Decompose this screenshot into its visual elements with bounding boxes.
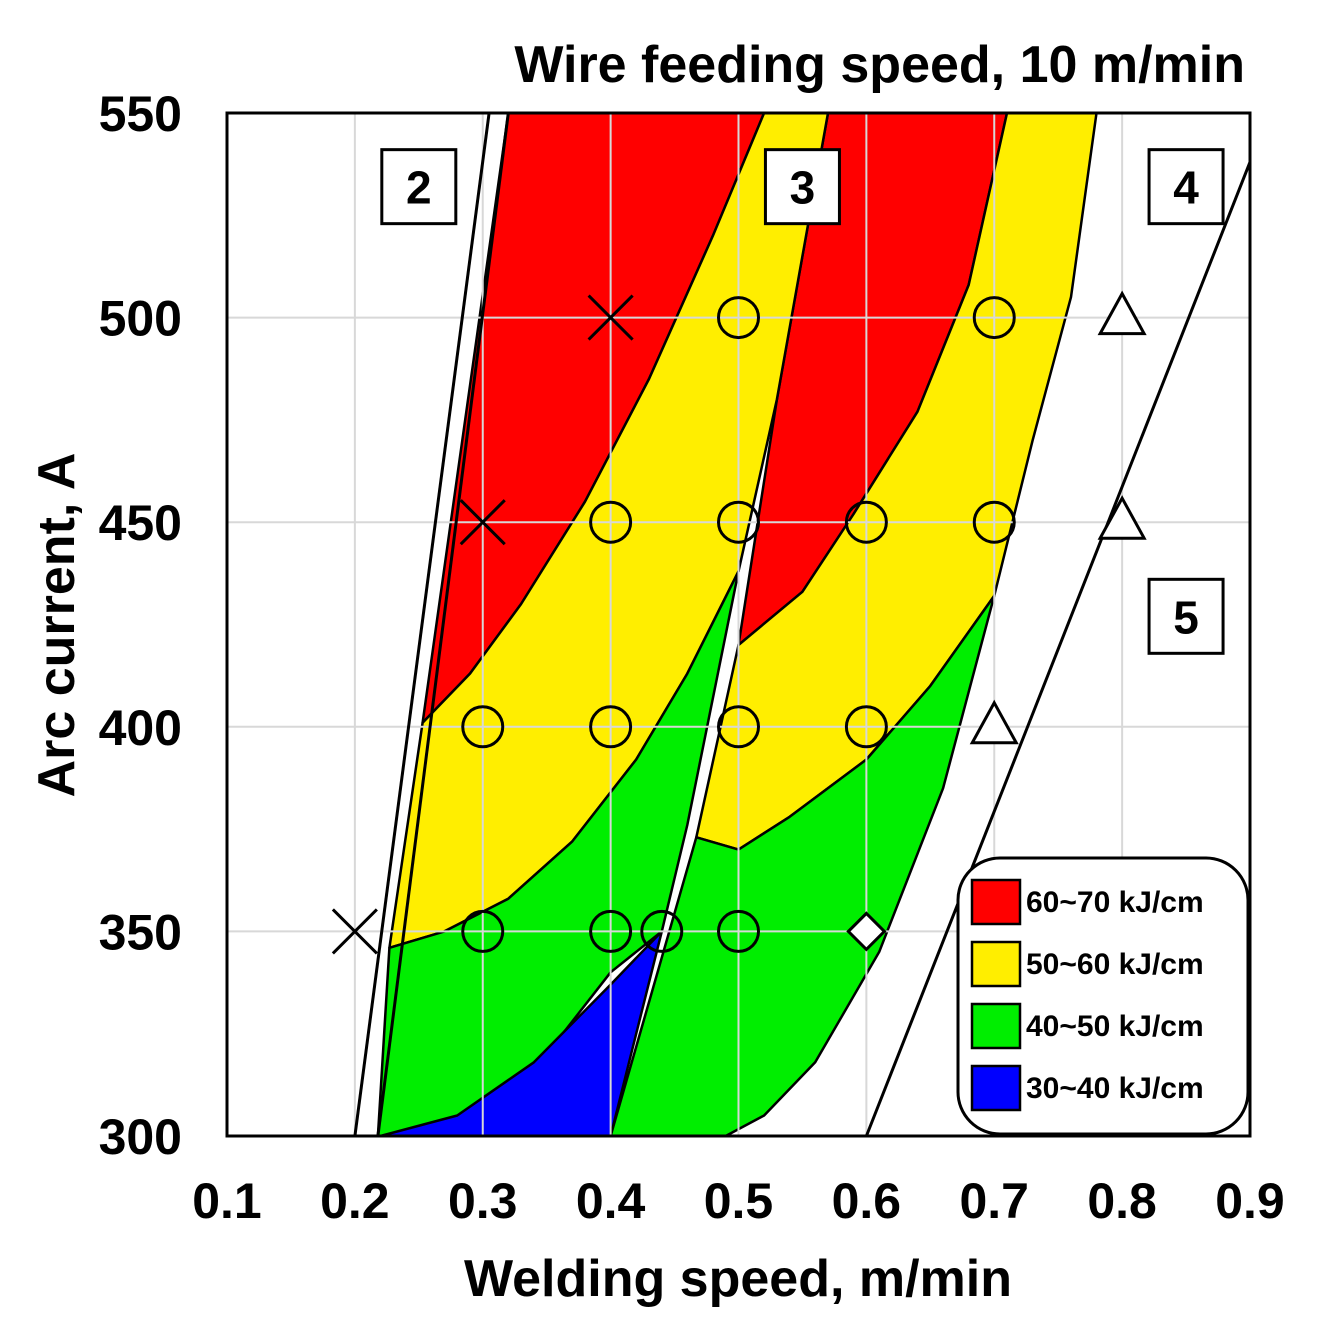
marker-triangle-19	[1097, 495, 1147, 540]
marker-triangle-20	[1097, 290, 1147, 336]
legend-swatch-2	[970, 1002, 1022, 1050]
y-tick-label-4: 500	[99, 291, 182, 347]
x-axis-title: Welding speed, m/min	[464, 1250, 1012, 1308]
marker-circle-16	[972, 500, 1016, 544]
right-boundary	[865, 161, 1252, 1137]
legend-label-2: 40~50 kJ/cm	[1026, 1010, 1204, 1043]
chart-title: Wire feeding speed, 10 m/min	[514, 36, 1245, 94]
x-tick-label-1: 0.2	[320, 1173, 390, 1229]
marker-cross-2	[587, 294, 634, 341]
y-tick-label-2: 400	[99, 700, 182, 756]
plot-frame	[225, 111, 1252, 1138]
data-markers	[331, 290, 1147, 955]
region-label-box-3	[1147, 577, 1225, 655]
x-tick-label-7: 0.8	[1087, 1173, 1157, 1229]
x-tick-label-6: 0.7	[959, 1173, 1029, 1229]
tick-labels: 0.1 0.2 0.3 0.4 0.5 0.6 0.7 0.8 0.9 300 350 400 450 5…	[99, 86, 1285, 1229]
marker-circle-6	[589, 705, 633, 749]
marker-circle-7	[589, 909, 633, 953]
marker-diamond-17	[846, 911, 887, 952]
legend-label-1: 50~60 kJ/cm	[1026, 948, 1204, 981]
legend-swatch-1	[970, 940, 1022, 988]
left-boundary-outer	[353, 112, 491, 1137]
legend-swatch-3	[970, 1064, 1022, 1112]
region-label-0: 2	[406, 162, 432, 214]
y-tick-label-5: 550	[99, 86, 182, 142]
left-boundary-inner	[376, 112, 510, 1137]
y-tick-label-0: 300	[99, 1109, 182, 1165]
marker-circle-13	[844, 500, 888, 544]
marker-circle-10	[717, 500, 760, 544]
x-tick-label-2: 0.3	[448, 1173, 518, 1229]
boundary-lines	[353, 112, 1252, 1137]
marker-circle-15	[972, 296, 1016, 340]
marker-circle-12	[717, 909, 760, 953]
marker-triangle-18	[969, 699, 1019, 745]
marker-circle-4	[461, 909, 505, 953]
marker-circle-3	[461, 705, 505, 749]
legend-label-3: 30~40 kJ/cm	[1026, 1072, 1204, 1105]
legend-swatch-0	[970, 878, 1022, 926]
region-label-1: 3	[790, 162, 816, 214]
legend-label-0: 60~70 kJ/cm	[1026, 886, 1204, 919]
marker-circle-9	[717, 296, 760, 340]
marker-circle-14	[844, 705, 888, 749]
region-label-box-0	[380, 148, 458, 226]
x-tick-label-8: 0.9	[1215, 1173, 1285, 1229]
marker-cross-0	[331, 908, 378, 955]
x-tick-label-0: 0.1	[192, 1173, 262, 1229]
marker-circle-8	[640, 909, 684, 953]
x-tick-label-5: 0.6	[832, 1173, 902, 1229]
marker-cross-1	[459, 499, 506, 546]
x-tick-label-4: 0.5	[704, 1173, 774, 1229]
legend: 60~70 kJ/cm 50~60 kJ/cm 40~50 kJ/cm 30~40 k…	[956, 856, 1250, 1136]
region-label-2: 4	[1173, 162, 1199, 214]
x-tick-label-3: 0.4	[576, 1173, 646, 1229]
region-label-box-2	[1147, 148, 1225, 226]
region-label-3: 5	[1173, 591, 1199, 643]
region-labels: 2 3 4 5	[380, 148, 1225, 655]
marker-circle-5	[589, 500, 633, 544]
marker-circle-11	[717, 705, 760, 749]
y-tick-label-1: 350	[99, 904, 182, 960]
y-tick-label-3: 450	[99, 495, 182, 551]
region-label-box-1	[763, 148, 841, 226]
y-axis-title: Arc current, A	[28, 453, 86, 798]
legend-box	[956, 856, 1250, 1136]
